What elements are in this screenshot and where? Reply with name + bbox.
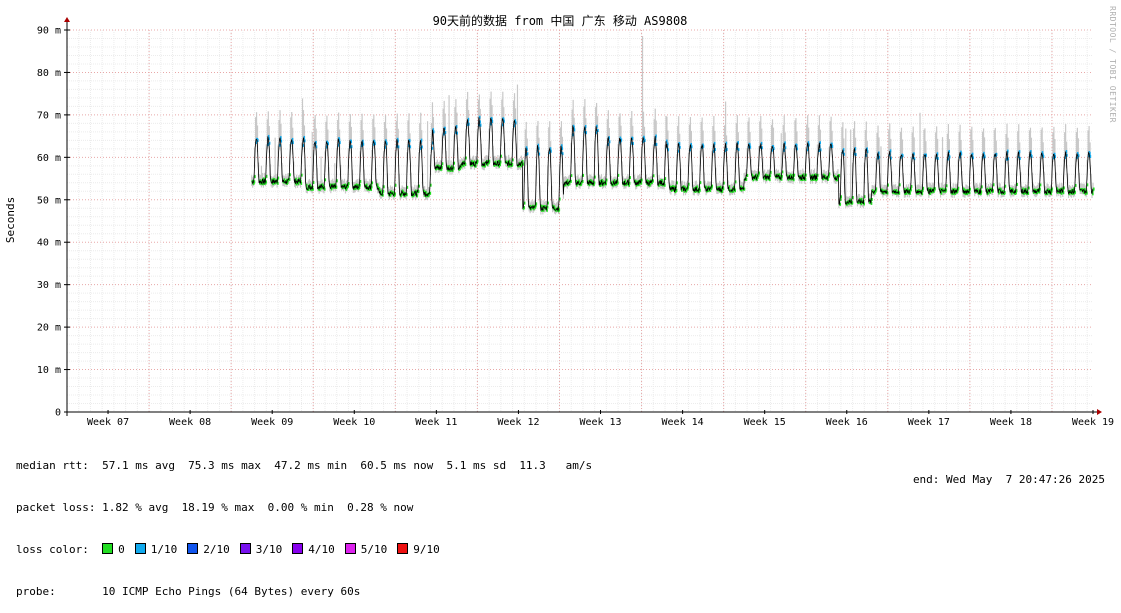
- stats-legend: median rtt: 57.1 ms avg 75.3 ms max 47.2…: [16, 431, 592, 613]
- x-tick-label: Week 17: [908, 417, 950, 428]
- loss-color-swatch: [239, 543, 251, 554]
- chart-grid: [66, 29, 1093, 413]
- loss-color-item: 5/10: [344, 543, 388, 556]
- latency-chart: 0 10 m 20 m 30 m 40 m 50 m 60 m 70 m 80 m 90 m Wee…: [4, 13, 1114, 428]
- y-tick-label: 0: [55, 408, 61, 419]
- x-tick-label: Week 09: [251, 417, 293, 428]
- loss-color-text: 9/10: [413, 543, 440, 556]
- loss-color-item: 2/10: [187, 543, 230, 556]
- x-tick-label: Week 14: [662, 417, 704, 428]
- loss-color-text: 0: [118, 543, 125, 556]
- y-axis-arrow: [64, 17, 70, 22]
- loss-color-item: 1/10: [134, 543, 178, 556]
- rtt-series: [251, 115, 1095, 213]
- loss-color-item: 9/10: [397, 543, 440, 556]
- x-tick-label: Week 19: [1072, 417, 1114, 428]
- probe-info: probe: 10 ICMP Echo Pings (64 Bytes) eve…: [16, 585, 361, 598]
- x-tick-label: Week 11: [415, 417, 457, 428]
- loss-color-legend: loss color: 0 1/10 2/10 3/10 4/10 5/10 9/10: [16, 543, 592, 557]
- y-tick-label: 80 m: [37, 68, 61, 79]
- chart-axes: 0 10 m 20 m 30 m 40 m 50 m 60 m 70 m 80 m 90 m Wee…: [37, 17, 1114, 428]
- rrdtool-watermark: RRDTOOL / TOBI OETIKER: [1108, 6, 1117, 123]
- loss-color-item: 0: [102, 543, 125, 556]
- loss-color-swatch: [134, 543, 146, 554]
- y-tick-label: 10 m: [37, 365, 61, 376]
- loss-color-text: 4/10: [308, 543, 335, 556]
- x-axis-arrow: [1097, 409, 1102, 415]
- y-tick-label: 30 m: [37, 280, 61, 291]
- y-tick-label: 20 m: [37, 323, 61, 334]
- y-tick-label: 60 m: [37, 153, 61, 164]
- x-tick-label: Week 12: [497, 417, 539, 428]
- x-tick-label: Week 15: [744, 417, 786, 428]
- packet-loss-stats: packet loss: 1.82 % avg 18.19 % max 0.00…: [16, 501, 414, 514]
- x-tick-label: Week 18: [990, 417, 1032, 428]
- chart-title: 90天前的数据 from 中国 广东 移动 AS9808: [433, 13, 688, 28]
- median-rtt-line: [251, 117, 1094, 213]
- end-timestamp: end: Wed May 7 20:47:26 2025: [912, 473, 1105, 486]
- loss-color-text: 2/10: [203, 543, 230, 556]
- loss-color-text: 3/10: [255, 543, 283, 556]
- y-axis-label: Seconds: [4, 197, 17, 243]
- loss-color-swatch: [102, 543, 114, 554]
- loss-color-swatch: [397, 543, 409, 554]
- loss-color-item: 4/10: [292, 543, 335, 556]
- x-tick-label: Week 08: [169, 417, 211, 428]
- x-tick-label: Week 10: [333, 417, 375, 428]
- loss-color-item: 3/10: [239, 543, 283, 556]
- loss-color-text: 1/10: [150, 543, 178, 556]
- loss-color-swatch: [187, 543, 199, 554]
- x-tick-label: Week 16: [826, 417, 868, 428]
- loss-color-swatch: [344, 543, 356, 554]
- loss-color-items: 0 1/10 2/10 3/10 4/10 5/10 9/10: [102, 543, 450, 556]
- median-rtt-stats: median rtt: 57.1 ms avg 75.3 ms max 47.2…: [16, 459, 593, 472]
- y-tick-label: 40 m: [37, 238, 61, 249]
- y-tick-label: 90 m: [37, 26, 61, 37]
- x-tick-label: Week 13: [579, 417, 621, 428]
- loss-color-text: 5/10: [360, 543, 388, 556]
- y-tick-label: 50 m: [37, 195, 61, 206]
- x-tick-label: Week 07: [87, 417, 129, 428]
- loss-color-swatch: [292, 543, 304, 554]
- loss-color-label: loss color:: [16, 543, 89, 556]
- y-tick-label: 70 m: [37, 110, 61, 121]
